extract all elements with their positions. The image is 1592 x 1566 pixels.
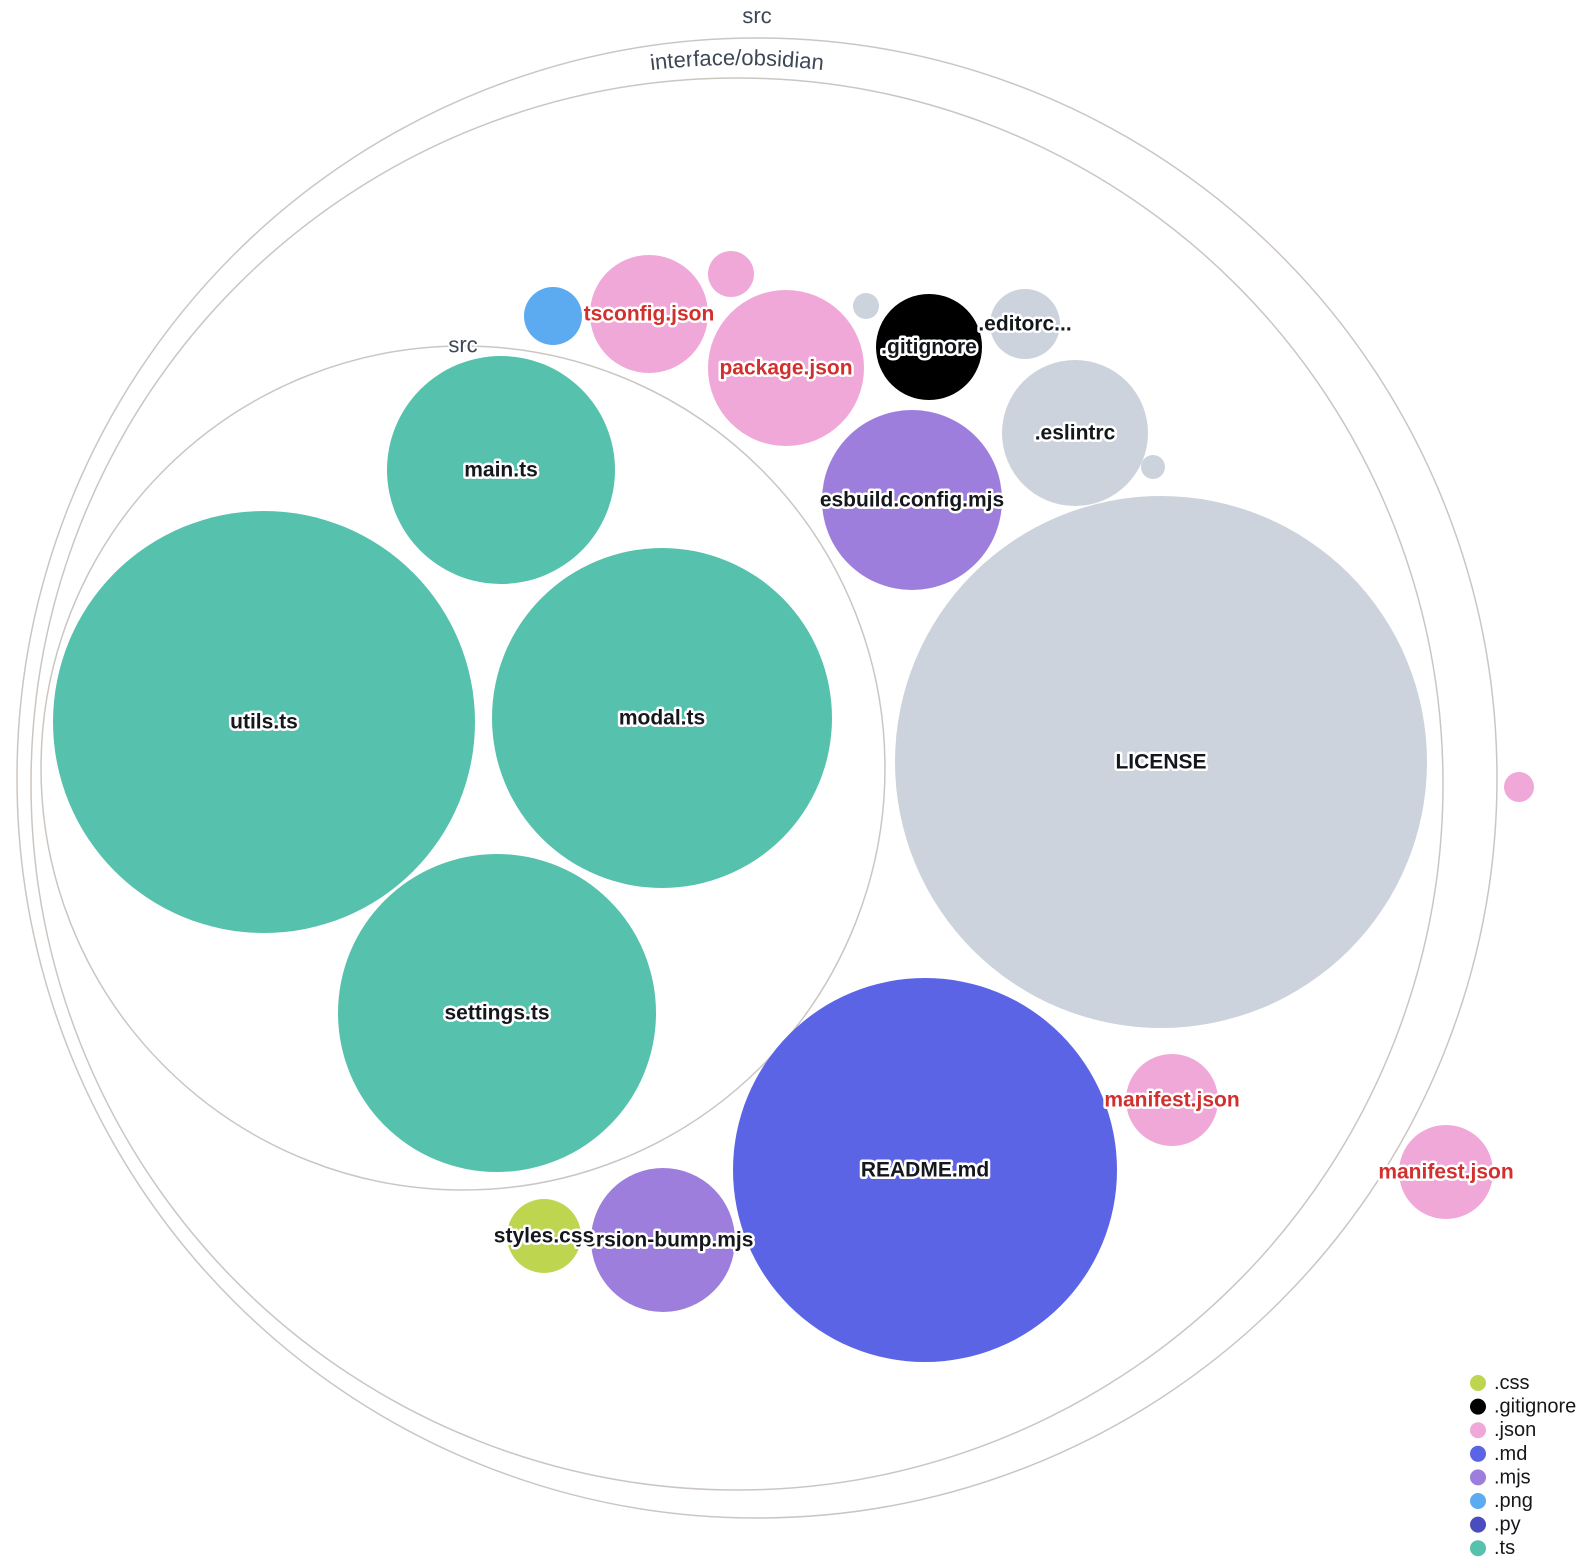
legend-dot-py xyxy=(1470,1516,1486,1533)
legend-dot-ts xyxy=(1470,1540,1486,1557)
bubble-version-bump-mjs[interactable] xyxy=(591,1168,735,1312)
legend-label-md: .md xyxy=(1494,1443,1527,1465)
legend-label-json: .json xyxy=(1494,1419,1536,1441)
legend-label-ts: .ts xyxy=(1494,1537,1515,1559)
legend-dot-md xyxy=(1470,1445,1486,1462)
group-label-interface-obsidian: interface/obsidian xyxy=(649,45,826,75)
legend-label-mjs: .mjs xyxy=(1494,1466,1531,1488)
label-settings-ts: settings.ts xyxy=(444,1002,549,1025)
label-editorconfig: .editorc... xyxy=(978,313,1071,336)
label-utils-ts: utils.ts xyxy=(230,711,298,734)
label-tsconfig-json: tsconfig.json xyxy=(584,303,715,326)
bubble-gitignore[interactable] xyxy=(876,294,982,400)
bubble-esbuild-config-mjs[interactable] xyxy=(822,410,1002,590)
bubble-png-file[interactable] xyxy=(524,287,582,345)
bubble-manifest-json-outer[interactable] xyxy=(1399,1125,1493,1219)
bubble-readme-md[interactable] xyxy=(733,978,1117,1362)
bubble-main-ts[interactable] xyxy=(387,356,615,584)
bubble-utils-ts[interactable] xyxy=(53,511,475,933)
bubble-tsconfig-json[interactable] xyxy=(590,255,708,373)
bubble-license[interactable] xyxy=(895,496,1427,1028)
bubble-eslintrc[interactable] xyxy=(1002,360,1148,506)
label-readme-md: README.md xyxy=(861,1159,989,1182)
bubble-manifest-json-inner[interactable] xyxy=(1126,1054,1218,1146)
legend-dot-gitignore xyxy=(1470,1398,1486,1415)
legend: .css.gitignore.json.md.mjs.png.py.ts xyxy=(1470,1372,1576,1559)
legend-label-png: .png xyxy=(1494,1490,1533,1512)
bubble-json-small-right[interactable] xyxy=(1504,772,1534,802)
group-label-src-inner: src xyxy=(448,332,478,357)
group-label-src-outer: src xyxy=(742,3,772,28)
label-main-ts: main.ts xyxy=(464,459,538,482)
bubble-package-json[interactable] xyxy=(708,290,864,446)
label-esbuild-config-mjs: esbuild.config.mjs xyxy=(820,489,1004,512)
legend-label-css: .css xyxy=(1494,1372,1530,1394)
label-manifest-json-outer: manifest.json xyxy=(1378,1161,1513,1184)
label-version-bump-mjs: version-bump.mjs xyxy=(573,1229,754,1252)
bubble-settings-ts[interactable] xyxy=(338,854,656,1172)
label-package-json: package.json xyxy=(719,357,852,380)
bubble-styles-css[interactable] xyxy=(507,1199,581,1273)
label-eslintrc: .eslintrc xyxy=(1035,422,1116,445)
label-gitignore: .gitignore xyxy=(881,336,977,359)
bubble-modal-ts[interactable] xyxy=(492,548,832,888)
bubble-gray-small-right[interactable] xyxy=(1141,455,1165,479)
legend-dot-css xyxy=(1470,1375,1486,1391)
bubble-gray-small-top[interactable] xyxy=(853,293,879,319)
legend-label-py: .py xyxy=(1494,1514,1521,1536)
label-manifest-json-inner: manifest.json xyxy=(1104,1089,1239,1112)
label-styles-css: styles.css xyxy=(494,1225,594,1248)
legend-dot-png xyxy=(1470,1493,1486,1509)
legend-dot-mjs xyxy=(1470,1469,1486,1486)
legend-label-gitignore: .gitignore xyxy=(1494,1396,1576,1418)
legend-dot-json xyxy=(1470,1422,1486,1439)
label-modal-ts: modal.ts xyxy=(619,707,705,730)
label-license: LICENSE xyxy=(1115,751,1206,774)
bubble-editorconfig[interactable] xyxy=(990,289,1060,359)
bubble-json-small-top[interactable] xyxy=(708,251,754,297)
